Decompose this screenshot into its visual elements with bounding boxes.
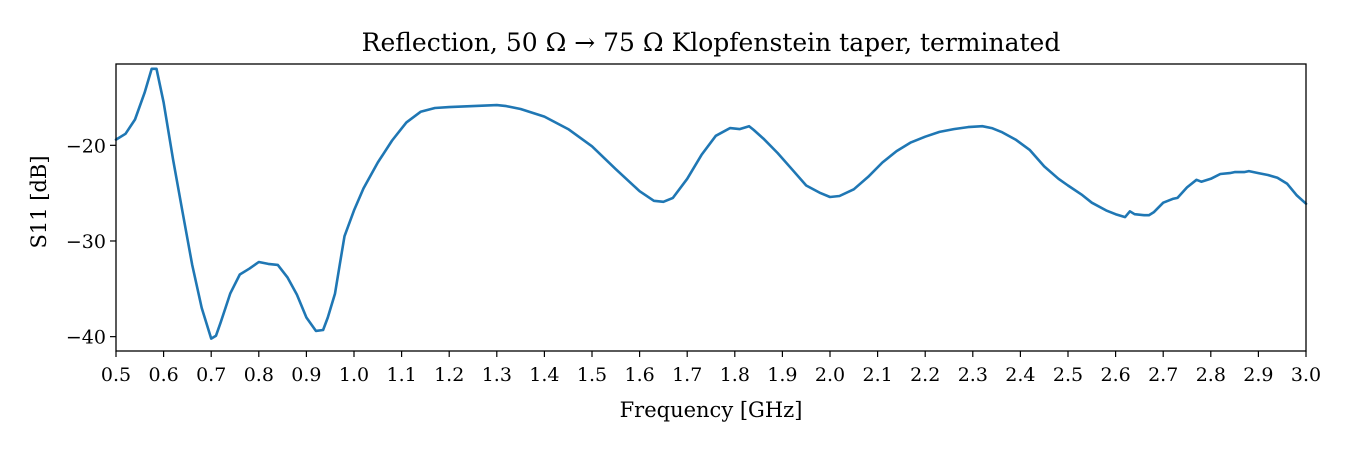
x-tick-label: 2.6: [1100, 364, 1130, 386]
x-tick-label: 1.3: [482, 364, 512, 386]
x-tick-label: 2.1: [862, 364, 892, 386]
plot-frame: [115, 63, 1307, 352]
x-axis-label: Frequency [GHz]: [620, 398, 803, 422]
x-tick-label: 1.5: [577, 364, 607, 386]
x-tick-label: 1.2: [434, 364, 464, 386]
x-tick-label: 1.9: [767, 364, 797, 386]
x-tick-label: 1.4: [529, 364, 559, 386]
x-tick-label: 2.4: [1005, 364, 1035, 386]
x-tick-label: 1.8: [720, 364, 750, 386]
x-tick-label: 1.6: [624, 364, 654, 386]
x-tick-label: 2.2: [910, 364, 940, 386]
y-tick-label: −30: [66, 231, 106, 253]
y-axis-label: S11 [dB]: [27, 155, 51, 248]
x-tick-label: 3.0: [1291, 364, 1321, 386]
x-tick-label: 2.5: [1053, 364, 1083, 386]
x-tick-label: 1.7: [672, 364, 702, 386]
x-tick-label: 2.8: [1196, 364, 1226, 386]
plot-area: [114, 63, 1308, 352]
x-tick-label: 2.9: [1243, 364, 1273, 386]
x-axis: 0.5 0.6 0.7 0.8 0.9 1.0 1.1 1.2 1.3 1.4 1.5 1.6 1.7 1…: [101, 351, 1321, 386]
y-axis: −20 −30 −40: [66, 135, 116, 349]
x-tick-label: 0.7: [196, 364, 226, 386]
chart-title: Reflection, 50 Ω → 75 Ω Klopfenstein tap…: [362, 28, 1061, 57]
x-tick-label: 0.8: [244, 364, 274, 386]
y-tick-label: −40: [66, 327, 106, 349]
x-tick-label: 0.5: [101, 364, 131, 386]
y-tick-label: −20: [66, 135, 106, 157]
x-tick-label: 2.3: [958, 364, 988, 386]
x-tick-label: 2.7: [1148, 364, 1178, 386]
x-tick-label: 0.9: [291, 364, 321, 386]
x-tick-label: 1.0: [339, 364, 369, 386]
x-tick-label: 2.0: [815, 364, 845, 386]
x-tick-label: 1.1: [386, 364, 416, 386]
x-tick-label: 0.6: [148, 364, 178, 386]
series-line-1: [114, 67, 1308, 340]
